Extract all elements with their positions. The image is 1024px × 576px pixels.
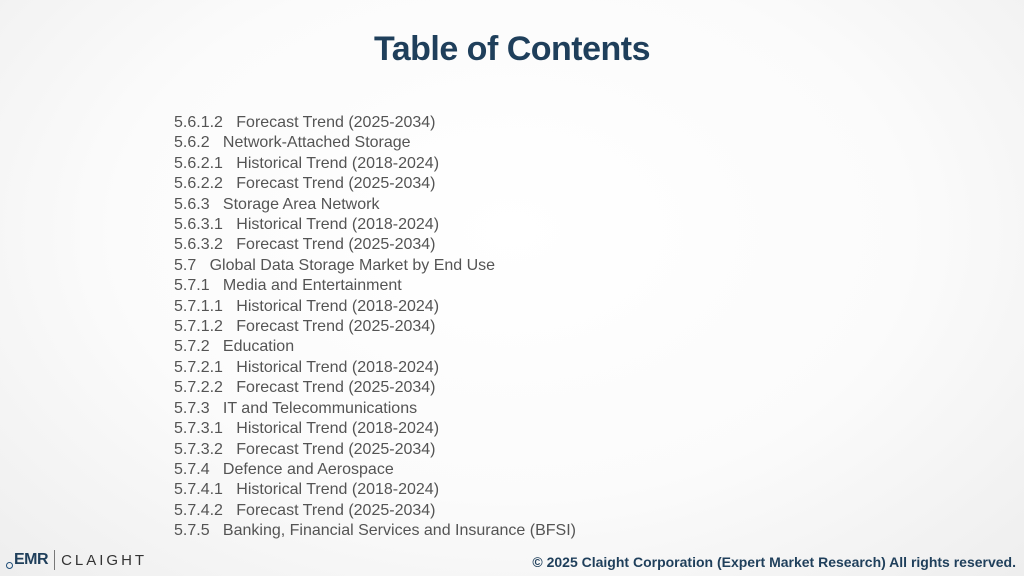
toc-item: 5.7.3.2 Forecast Trend (2025-2034)	[174, 440, 436, 458]
toc-item: 5.7.4 Defence and Aerospace	[174, 460, 394, 478]
toc-item: 5.6.2.2 Forecast Trend (2025-2034)	[174, 175, 436, 193]
toc-item: 5.7.4.2 Forecast Trend (2025-2034)	[174, 501, 436, 519]
logo-dot-icon	[6, 561, 13, 569]
toc-item: 5.6.2.1 Historical Trend (2018-2024)	[174, 154, 440, 172]
toc-item: 5.7.3 IT and Telecommunications	[174, 399, 418, 417]
toc-item: 5.7.1.1 Historical Trend (2018-2024)	[174, 297, 440, 315]
toc-item: 5.7.2.2 Forecast Trend (2025-2034)	[174, 379, 436, 397]
toc-item: 5.7.5 Banking, Financial Services and In…	[174, 522, 576, 540]
toc-item: 5.7.2 Education	[174, 338, 295, 356]
logo-claight-text: CLAIGHT	[61, 551, 148, 569]
copyright-notice: © 2025 Claight Corporation (Expert Marke…	[532, 554, 1016, 570]
company-logo: EMR CLAIGHT	[6, 548, 147, 572]
logo-emr-text: EMR	[14, 551, 49, 568]
toc-item: 5.6.3.2 Forecast Trend (2025-2034)	[174, 236, 436, 254]
toc-item: 5.7.1.2 Forecast Trend (2025-2034)	[174, 318, 436, 336]
page-title: Table of Contents	[373, 30, 651, 68]
toc-list: 5.6.1.2 Forecast Trend (2025-2034) 5.6.2 …	[174, 113, 576, 542]
toc-item: 5.7.2.1 Historical Trend (2018-2024)	[174, 358, 440, 376]
toc-item: 5.7 Global Data Storage Market by End Us…	[174, 256, 496, 274]
toc-item: 5.6.1.2 Forecast Trend (2025-2034)	[174, 114, 436, 131]
toc-item: 5.6.3.1 Historical Trend (2018-2024)	[174, 216, 440, 234]
toc-item: 5.6.3 Storage Area Network	[174, 195, 380, 213]
toc-item: 5.7.3.1 Historical Trend (2018-2024)	[174, 420, 440, 438]
toc-item: 5.7.4.1 Historical Trend (2018-2024)	[174, 481, 440, 499]
toc-item: 5.6.2 Network-Attached Storage	[174, 134, 411, 152]
toc-item: 5.7.1 Media and Entertainment	[174, 277, 402, 295]
logo-divider	[54, 550, 56, 570]
